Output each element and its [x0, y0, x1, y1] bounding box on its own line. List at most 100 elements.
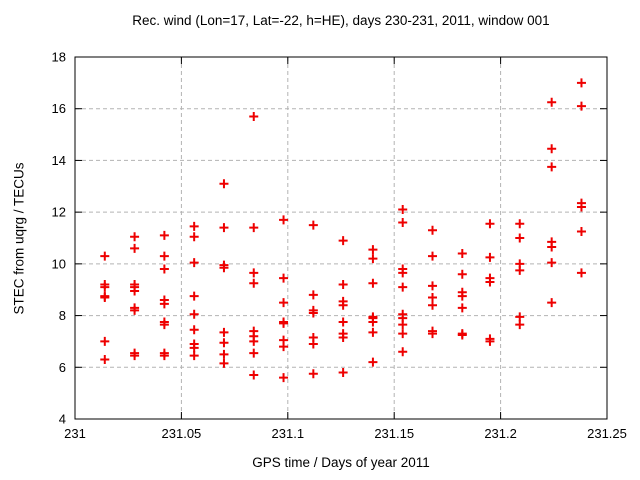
data-point-marker [279, 373, 289, 383]
x-tick-label: 231.15 [374, 426, 414, 441]
data-point-marker [576, 268, 586, 278]
x-tick-label: 231 [64, 426, 86, 441]
data-point-marker [279, 342, 289, 352]
data-point-marker [547, 242, 557, 252]
data-point-marker [219, 263, 229, 273]
data-point-marker [398, 320, 408, 330]
data-point-marker [368, 317, 378, 327]
data-point-marker [189, 325, 199, 335]
data-point-marker [576, 227, 586, 237]
data-point-marker [515, 219, 525, 229]
data-point-marker [515, 320, 525, 330]
data-point-marker [398, 347, 408, 357]
chart-title: Rec. wind (Lon=17, Lat=-22, h=HE), days … [132, 13, 550, 28]
x-tick-label: 231.2 [484, 426, 517, 441]
data-point-marker [249, 268, 259, 278]
data-point-marker [159, 251, 169, 261]
data-point-marker [249, 348, 259, 358]
data-point-marker [547, 144, 557, 154]
data-point-marker [279, 215, 289, 225]
data-point-marker [428, 300, 438, 310]
data-point-marker [515, 312, 525, 322]
data-point-marker [130, 232, 140, 242]
data-point-marker [219, 349, 229, 359]
data-point-marker [457, 330, 467, 340]
data-point-marker [515, 265, 525, 275]
data-point-marker [485, 277, 495, 287]
data-point-marker [189, 291, 199, 301]
data-point-marker [428, 292, 438, 302]
data-point-marker [130, 351, 140, 361]
data-point-marker [368, 254, 378, 264]
data-point-marker [368, 245, 378, 255]
data-point-marker [457, 291, 467, 301]
data-point-marker [308, 369, 318, 379]
data-point-marker [279, 318, 289, 328]
data-point-marker [398, 268, 408, 278]
data-point-marker [398, 282, 408, 292]
data-point-marker [249, 370, 259, 380]
y-tick-label: 6 [59, 360, 66, 375]
data-point-marker [338, 317, 348, 327]
data-point-marker [428, 281, 438, 291]
data-point-marker [368, 278, 378, 288]
data-point-marker [485, 252, 495, 262]
data-point-marker [249, 111, 259, 121]
data-point-marker [130, 305, 140, 315]
y-tick-label: 10 [52, 256, 66, 271]
data-point-marker [100, 336, 110, 346]
data-point-marker [547, 97, 557, 107]
data-point-marker [398, 205, 408, 215]
y-tick-label: 18 [52, 50, 66, 65]
data-point-marker [189, 351, 199, 361]
data-point-marker [338, 300, 348, 310]
data-point-marker [547, 298, 557, 308]
data-point-marker [219, 179, 229, 189]
data-point-marker [249, 336, 259, 346]
data-point-marker [100, 355, 110, 365]
data-point-marker [457, 303, 467, 313]
data-point-marker [338, 236, 348, 246]
data-point-marker [159, 320, 169, 330]
data-point-marker [547, 258, 557, 268]
data-point-marker [428, 251, 438, 261]
x-tick-label: 231.05 [162, 426, 202, 441]
plot-border [74, 56, 608, 420]
data-point-marker [485, 219, 495, 229]
data-point-marker [308, 220, 318, 230]
y-tick-label: 12 [52, 205, 66, 220]
data-point-marker [457, 249, 467, 259]
data-point-marker [576, 78, 586, 88]
data-point-marker [515, 233, 525, 243]
data-point-marker [219, 327, 229, 337]
data-point-marker [338, 333, 348, 343]
data-point-marker [130, 286, 140, 296]
data-point-marker [100, 251, 110, 261]
data-point-marker [219, 338, 229, 348]
data-point-marker [249, 223, 259, 233]
x-axis-label: GPS time / Days of year 2011 [252, 455, 430, 470]
y-tick-label: 16 [52, 101, 66, 116]
data-point-marker [159, 230, 169, 240]
data-point-marker [368, 327, 378, 337]
data-point-marker [189, 232, 199, 242]
data-point-marker [368, 357, 378, 367]
data-point-marker [428, 225, 438, 235]
data-point-marker [159, 264, 169, 274]
data-point-marker [130, 243, 140, 253]
x-tick-label: 231.25 [587, 426, 627, 441]
data-point-marker [189, 309, 199, 319]
data-point-marker [576, 202, 586, 212]
data-point-marker [219, 358, 229, 368]
y-tick-label: 8 [59, 308, 66, 323]
data-point-marker [428, 329, 438, 339]
data-point-marker [100, 282, 110, 292]
y-tick-label: 14 [52, 153, 66, 168]
data-point-marker [279, 273, 289, 283]
data-point-marker [576, 101, 586, 111]
data-point-marker [219, 223, 229, 233]
data-point-marker [457, 269, 467, 279]
data-point-marker [308, 339, 318, 349]
data-point-marker [189, 343, 199, 353]
